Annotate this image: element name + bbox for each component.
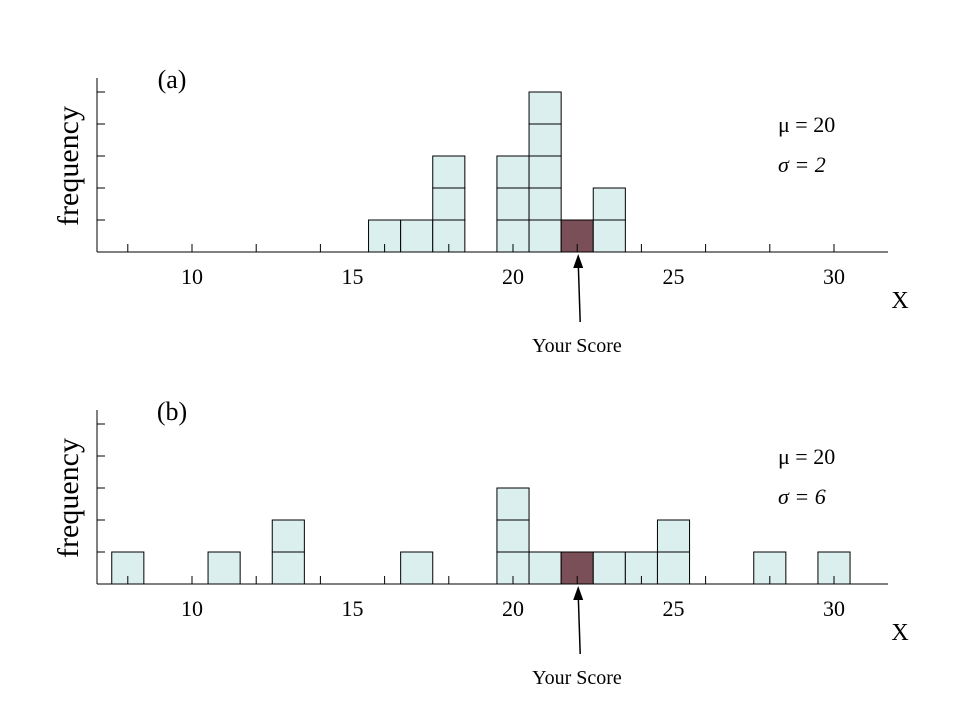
y-axis-label: frequency: [52, 438, 85, 558]
y-axis-label: frequency: [52, 106, 85, 226]
sd-annotation: σ = 2: [778, 152, 826, 177]
bar-cell: [496, 187, 530, 221]
bar-cell: [207, 551, 241, 585]
bar-cell: [528, 155, 562, 189]
x-tick-label: 20: [502, 596, 524, 621]
bar-cell: [528, 187, 562, 221]
bar-cell: [592, 187, 626, 221]
x-tick-label: 15: [342, 264, 364, 289]
bar-cell: [496, 519, 530, 553]
x-tick-label: 15: [342, 596, 364, 621]
bar-cell: [528, 91, 562, 125]
panel-label: (a): [158, 65, 187, 94]
bar-cell: [592, 219, 626, 253]
bar-cell: [496, 155, 530, 189]
x-tick-label: 10: [181, 596, 203, 621]
x-tick-label: 10: [181, 264, 203, 289]
bar-cell: [528, 551, 562, 585]
sd-annotation: σ = 6: [778, 484, 826, 509]
bar-cell: [400, 551, 434, 585]
x-tick-label: 20: [502, 264, 524, 289]
bar-cell: [271, 551, 305, 585]
score-arrow-head: [573, 254, 584, 268]
panel-label: (b): [157, 397, 187, 426]
x-axis-label: X: [891, 620, 908, 646]
your-score-label: Your Score: [532, 667, 622, 689]
bar-cell: [400, 219, 434, 253]
mean-annotation: μ = 20: [778, 112, 835, 137]
score-arrow-head: [573, 586, 584, 600]
bar-cell: [592, 551, 626, 585]
mean-annotation: μ = 20: [778, 444, 835, 469]
bar-cell: [656, 519, 691, 553]
bar-cell: [271, 519, 305, 553]
bar-cell: [656, 551, 691, 585]
score-arrow-line: [577, 593, 581, 655]
score-arrow-line: [577, 261, 581, 323]
x-tick-label: 25: [663, 264, 685, 289]
x-tick-label: 30: [823, 596, 845, 621]
x-tick-label: 25: [663, 596, 685, 621]
x-tick-label: 30: [823, 264, 845, 289]
x-axis-label: X: [891, 288, 908, 314]
bar-cell: [432, 187, 466, 221]
bar-cell: [528, 219, 562, 253]
bar-cell: [528, 123, 562, 157]
bar-cell: [496, 487, 530, 521]
bar-cell: [432, 155, 466, 189]
your-score-label: Your Score: [532, 335, 622, 357]
